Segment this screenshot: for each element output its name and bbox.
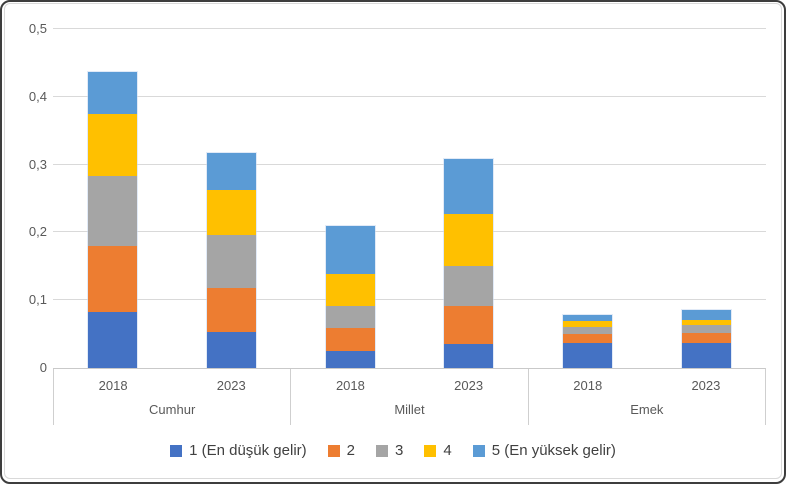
bar-emek-2023 (681, 308, 733, 370)
bar-segment-series-1 (563, 342, 613, 368)
bar-segment-series-1 (206, 332, 256, 368)
gridline (53, 231, 766, 233)
x-year-label: 2023 (691, 378, 721, 393)
bar-segment-series-1 (325, 351, 375, 368)
year-labels-row: 2018 2023 (529, 369, 765, 393)
bar-segment-series-4 (563, 320, 613, 327)
legend-swatch-icon (327, 444, 340, 457)
x-axis-band: 2018 2023 Cumhur 2018 2023 Millet 2018 2023 Emek (53, 368, 766, 425)
bar-cumhur-2023 (205, 152, 257, 369)
axis-group-emek: 2018 2023 Emek (527, 369, 765, 425)
legend-item-series-1: 1 (En düşük gelir) (170, 442, 307, 459)
y-tick-label: 0,1 (28, 292, 47, 308)
bar-segment-series-3 (325, 305, 375, 328)
legend-swatch-icon (424, 444, 437, 457)
legend-item-series-4: 4 (424, 442, 452, 459)
bar-segment-series-3 (444, 265, 494, 306)
bar-segment-series-1 (87, 311, 137, 368)
y-tick-label: 0,5 (28, 21, 47, 36)
bar-segment-series-2 (682, 332, 732, 343)
bar-segment-series-5 (563, 315, 613, 321)
bar-segment-series-5 (206, 153, 256, 190)
bar-segment-series-5 (325, 225, 375, 275)
x-group-label: Emek (630, 402, 664, 417)
bar-segment-series-2 (325, 328, 375, 352)
bar-segment-series-4 (444, 214, 494, 266)
bar-segment-series-3 (563, 326, 613, 335)
legend-label: 1 (En düşük gelir) (189, 442, 307, 459)
legend-item-series-3: 3 (376, 442, 403, 459)
bar-segment-series-3 (682, 324, 732, 333)
y-tick-label: 0 (39, 360, 47, 375)
y-tick-label: 0,3 (28, 156, 47, 172)
y-axis: 0 0,1 0,2 0,3 0,4 0,5 (5, 4, 47, 478)
plot-area (53, 28, 766, 370)
bar-segment-series-4 (87, 113, 137, 177)
bar-segment-series-4 (325, 274, 375, 306)
bar-segment-series-3 (206, 235, 256, 288)
legend-label: 5 (En yüksek gelir) (491, 442, 616, 459)
bar-segment-series-3 (87, 176, 137, 246)
gridline (53, 299, 766, 301)
bar-segment-series-1 (444, 344, 494, 368)
bar-millet-2018 (324, 224, 376, 370)
bar-segment-series-2 (87, 245, 137, 312)
gridline (53, 95, 766, 97)
x-year-label: 2023 (216, 378, 246, 393)
bar-segment-series-5 (682, 309, 732, 320)
axis-group-millet: 2018 2023 Millet (290, 369, 527, 425)
bar-cumhur-2018 (86, 70, 138, 370)
legend-label: 2 (346, 442, 355, 459)
bar-segment-series-2 (444, 305, 494, 345)
x-year-label: 2023 (454, 378, 484, 393)
x-year-label: 2018 (98, 378, 128, 393)
bar-segment-series-2 (206, 288, 256, 333)
year-labels-row: 2018 2023 (291, 369, 527, 393)
legend-item-series-2: 2 (327, 442, 355, 459)
legend-swatch-icon (376, 444, 388, 457)
legend-swatch-icon (472, 444, 485, 457)
legend-label: 3 (395, 442, 404, 459)
bar-segment-series-5 (444, 159, 494, 215)
axis-group-cumhur: 2018 2023 Cumhur (53, 369, 290, 425)
y-tick-label: 0,2 (28, 224, 47, 240)
gridline (53, 28, 766, 29)
legend-label: 4 (443, 442, 452, 459)
bar-segment-series-2 (563, 334, 613, 343)
gridline (53, 163, 766, 165)
x-year-label: 2018 (573, 378, 603, 393)
bar-segment-series-1 (682, 342, 732, 368)
bar-emek-2018 (562, 314, 614, 369)
bar-segment-series-5 (87, 71, 137, 114)
y-tick-label: 0,4 (28, 88, 47, 104)
chart-area: 0 0,1 0,2 0,3 0,4 0,5 2018 2023 Cumhur 2018 2023 M… (4, 3, 782, 479)
legend-item-series-5: 5 (En yüksek gelir) (472, 442, 616, 459)
x-year-label: 2018 (335, 378, 365, 393)
bar-segment-series-4 (206, 189, 256, 236)
x-group-label: Cumhur (149, 402, 196, 417)
legend: 1 (En düşük gelir) 2 3 4 5 (En yüksek gelir) (5, 442, 781, 459)
legend-swatch-icon (170, 444, 183, 457)
bar-millet-2023 (443, 158, 495, 369)
x-group-label: Millet (394, 402, 425, 417)
bar-segment-series-4 (682, 319, 732, 325)
year-labels-row: 2018 2023 (54, 369, 290, 393)
